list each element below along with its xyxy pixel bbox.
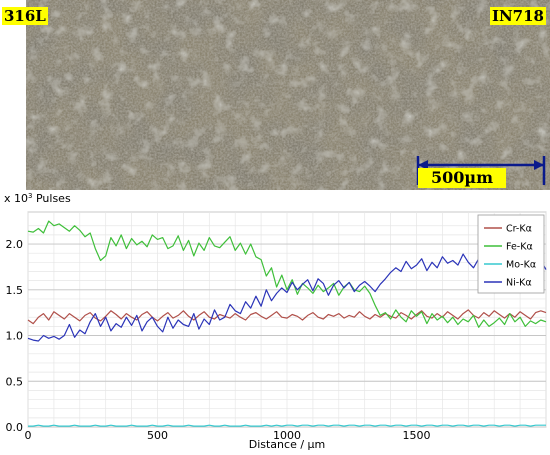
label-in718: IN718 <box>489 7 546 25</box>
y-tick-label: 0.0 <box>6 421 24 434</box>
x-tick-label: 1000 <box>273 429 301 442</box>
line-chart: 0.0 0.5 1.0 1.5 2.0 0 500 1000 1500 x 103 Pulse… <box>4 192 547 451</box>
legend-label: Mo-Kα <box>506 260 536 271</box>
label-316l: 316L <box>2 7 48 25</box>
x-axis: 0 500 1000 1500 <box>25 429 431 442</box>
x-tick-label: 0 <box>25 429 32 442</box>
micrograph-image <box>26 0 550 190</box>
series-line-mo <box>28 424 546 427</box>
scale-bar-label: 500µm <box>418 168 506 188</box>
series-line-ni <box>27 253 547 342</box>
x-tick-label: 1500 <box>403 429 431 442</box>
micrograph-texture <box>26 0 550 190</box>
scale-bar <box>416 156 546 185</box>
y-axis: 0.0 0.5 1.0 1.5 2.0 <box>6 238 24 434</box>
x-axis-label: Distance / µm <box>249 438 326 451</box>
legend-label: Ni-Kα <box>506 278 532 289</box>
series-lines <box>27 220 547 427</box>
series-line-cr <box>27 309 547 325</box>
series-line-fe <box>27 220 547 328</box>
y-tick-label: 2.0 <box>6 238 24 251</box>
legend-label: Cr-Kα <box>506 224 532 235</box>
legend-label: Fe-Kα <box>506 242 533 253</box>
x-tick-label: 500 <box>147 429 168 442</box>
legend: Cr-Kα Fe-Kα Mo-Kα Ni-Kα <box>477 214 545 294</box>
y-axis-label: x 103 Pulses <box>4 192 71 205</box>
y-tick-label: 1.0 <box>6 330 24 343</box>
y-tick-label: 1.5 <box>6 284 24 297</box>
gridlines <box>27 212 547 428</box>
y-tick-label: 0.5 <box>6 375 24 388</box>
